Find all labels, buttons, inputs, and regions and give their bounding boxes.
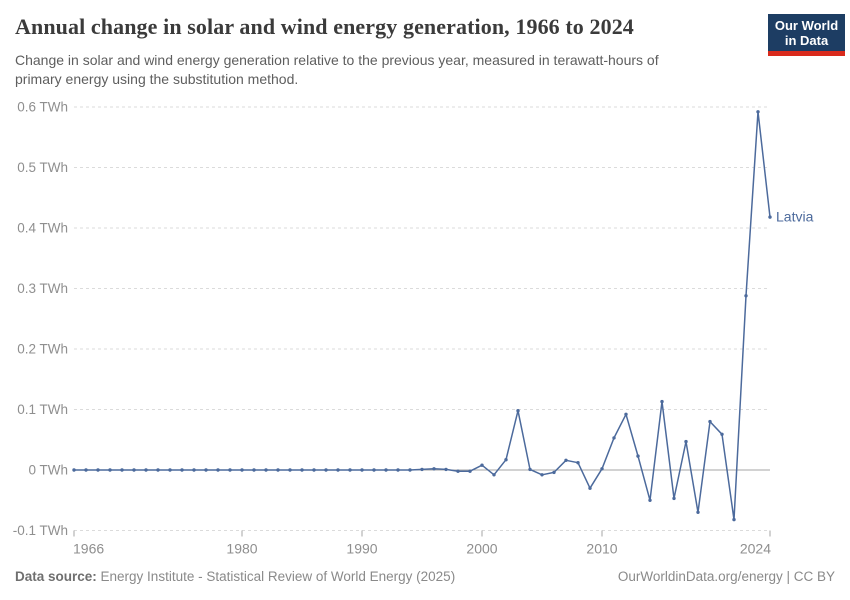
data-point-1983[interactable] <box>276 468 280 472</box>
data-point-1990[interactable] <box>360 468 364 472</box>
data-point-1995[interactable] <box>420 467 424 472</box>
data-point-1973[interactable] <box>156 468 160 472</box>
owid-logo-line2: in Data <box>784 33 829 48</box>
y-axis-tick-label: 0.1 TWh <box>17 402 68 417</box>
x-axis-tick-label: 1966 <box>73 541 104 557</box>
data-point-1977[interactable] <box>204 468 208 472</box>
y-axis-tick-label: 0.3 TWh <box>17 281 68 296</box>
data-point-2018[interactable] <box>696 510 700 514</box>
data-point-2005[interactable] <box>540 473 544 477</box>
data-point-2013[interactable] <box>636 454 640 458</box>
data-point-2016[interactable] <box>672 496 676 501</box>
data-point-1991[interactable] <box>372 468 376 472</box>
data-point-2007[interactable] <box>564 458 568 462</box>
data-point-1982[interactable] <box>264 468 268 472</box>
data-point-1970[interactable] <box>120 468 124 472</box>
data-point-1986[interactable] <box>312 468 316 472</box>
data-point-1993[interactable] <box>396 468 400 472</box>
chart-subtitle-line1: Change in solar and wind energy generati… <box>15 52 659 68</box>
entity-label[interactable]: Latvia <box>776 209 814 225</box>
owid-logo-line1: Our World <box>774 18 839 33</box>
data-point-2011[interactable] <box>612 436 616 440</box>
data-point-2024[interactable] <box>768 215 772 219</box>
data-point-1968[interactable] <box>96 468 100 472</box>
data-point-2017[interactable] <box>684 439 688 444</box>
y-axis-tick-label: 0 TWh <box>28 463 68 478</box>
data-point-1972[interactable] <box>144 468 148 472</box>
data-point-1996[interactable] <box>432 467 436 471</box>
data-point-1976[interactable] <box>192 468 196 472</box>
data-point-1997[interactable] <box>444 467 448 472</box>
data-point-1992[interactable] <box>384 468 388 472</box>
data-point-1984[interactable] <box>288 468 292 472</box>
chart-title: Annual change in solar and wind energy g… <box>15 14 634 39</box>
data-point-2009[interactable] <box>588 486 592 490</box>
data-point-2001[interactable] <box>492 473 496 477</box>
data-point-1967[interactable] <box>84 468 88 472</box>
data-source-note: Data source: Energy Institute - Statisti… <box>15 569 455 584</box>
data-point-1999[interactable] <box>468 469 472 473</box>
data-point-2004[interactable] <box>528 467 532 472</box>
data-point-2000[interactable] <box>480 463 484 467</box>
owid-logo-red-bar <box>768 51 845 56</box>
data-point-2002[interactable] <box>504 458 508 462</box>
chart-subtitle: Change in solar and wind energy generati… <box>15 51 725 89</box>
x-axis-tick-label: 2000 <box>466 541 497 557</box>
data-point-2020[interactable] <box>720 432 724 436</box>
data-point-1987[interactable] <box>324 468 328 472</box>
data-point-2021[interactable] <box>732 517 736 522</box>
data-point-2015[interactable] <box>660 399 664 404</box>
data-point-1969[interactable] <box>108 468 112 472</box>
data-point-2019[interactable] <box>708 419 712 424</box>
data-point-2022[interactable] <box>744 294 748 298</box>
data-point-1966[interactable] <box>72 468 76 472</box>
y-axis-tick-label: 0.6 TWh <box>17 100 68 115</box>
data-point-1978[interactable] <box>216 468 220 472</box>
x-axis-tick-label: 2024 <box>740 541 771 557</box>
y-axis-tick-label: 0.5 TWh <box>17 160 68 175</box>
data-point-1979[interactable] <box>228 468 232 472</box>
data-point-2008[interactable] <box>576 461 580 465</box>
data-point-1985[interactable] <box>300 468 304 472</box>
owid-logo-text: Our World in Data <box>768 14 845 51</box>
y-axis-tick-label: 0.4 TWh <box>17 221 68 236</box>
y-axis-tick-label: -0.1 TWh <box>13 523 68 538</box>
data-point-1975[interactable] <box>180 468 184 472</box>
owid-logo[interactable]: Our World in Data <box>768 14 845 56</box>
data-point-2003[interactable] <box>516 409 520 413</box>
data-point-2023[interactable] <box>756 110 760 114</box>
x-axis-tick-label: 1980 <box>226 541 257 557</box>
series-line-latvia[interactable] <box>73 111 771 521</box>
data-point-2014[interactable] <box>648 498 652 502</box>
data-point-1981[interactable] <box>252 468 256 472</box>
y-axis-tick-label: 0.2 TWh <box>17 342 68 357</box>
x-axis-tick-label: 1990 <box>346 541 377 557</box>
data-source-label: Data source: <box>15 569 97 584</box>
data-point-1989[interactable] <box>348 468 352 472</box>
data-point-1971[interactable] <box>132 468 136 472</box>
data-point-1974[interactable] <box>168 468 172 472</box>
data-point-1988[interactable] <box>336 468 340 472</box>
data-point-2012[interactable] <box>624 412 628 416</box>
chart-subtitle-line2: primary energy using the substitution me… <box>15 71 299 87</box>
data-point-1980[interactable] <box>240 468 244 472</box>
data-point-2010[interactable] <box>600 467 604 471</box>
data-point-1998[interactable] <box>456 469 460 473</box>
data-point-1994[interactable] <box>408 468 412 472</box>
data-source-text: Energy Institute - Statistical Review of… <box>96 569 456 584</box>
x-axis-tick-label: 2010 <box>586 541 617 557</box>
data-point-2006[interactable] <box>552 470 556 475</box>
chart-footer: Data source: Energy Institute - Statisti… <box>15 569 835 584</box>
license-credit-link[interactable]: OurWorldinData.org/energy | CC BY <box>617 569 835 584</box>
